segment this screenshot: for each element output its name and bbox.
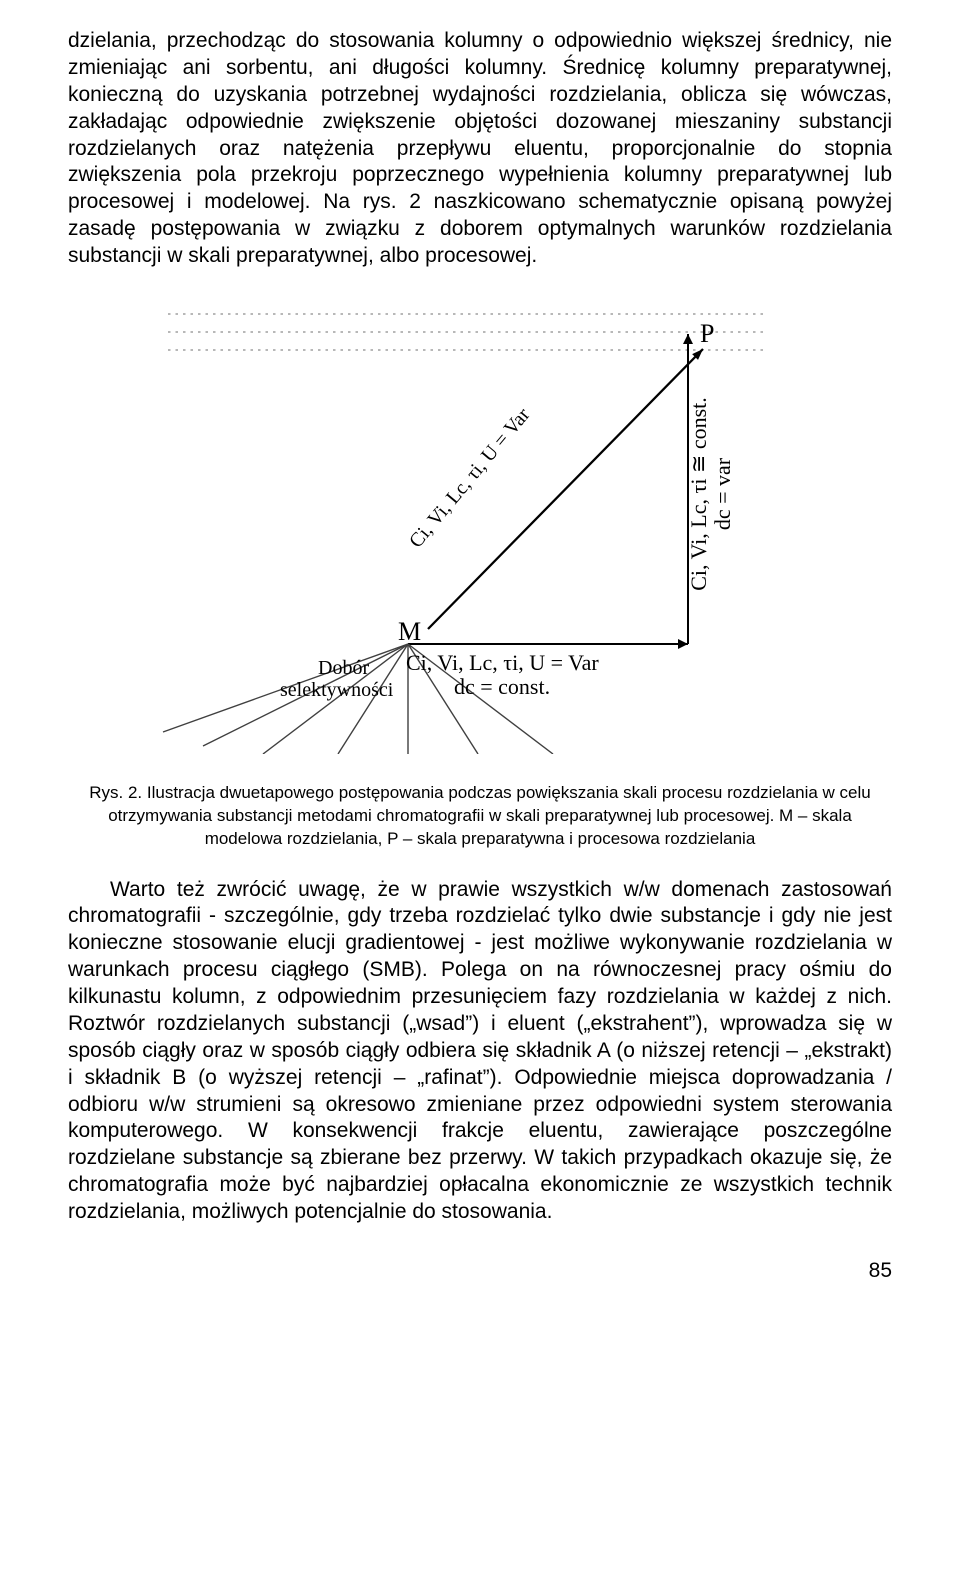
svg-text:dc = const.: dc = const. (454, 674, 550, 699)
svg-text:Ci, Vi, Lc, τi, U = Var: Ci, Vi, Lc, τi, U = Var (405, 404, 535, 553)
page: dzielania, przechodząc do stosowania kol… (0, 0, 960, 1325)
page-number: 85 (68, 1258, 892, 1285)
svg-text:dc = var: dc = var (710, 457, 735, 530)
figure-2-caption: Rys. 2. Ilustracja dwuetapowego postępow… (68, 782, 892, 851)
svg-text:M: M (398, 617, 421, 646)
svg-text:Ci, Vi, Lc, τi, U = Var: Ci, Vi, Lc, τi, U = Var (406, 650, 599, 675)
svg-text:P: P (700, 319, 714, 348)
svg-text:Dobór: Dobór (318, 657, 369, 679)
svg-text:Ci, Vi, Lc, τi ≅ const.: Ci, Vi, Lc, τi ≅ const. (686, 397, 711, 591)
figure-2: MPCi, Vi, Lc, τi, U = Vardc = const.Ci, … (148, 294, 788, 762)
paragraph-1: dzielania, przechodząc do stosowania kol… (68, 28, 892, 270)
figure-2-svg: MPCi, Vi, Lc, τi, U = Vardc = const.Ci, … (148, 294, 788, 754)
svg-text:selektywności: selektywności (280, 679, 394, 701)
paragraph-2: Warto też zwrócić uwagę, że w prawie wsz… (68, 877, 892, 1226)
